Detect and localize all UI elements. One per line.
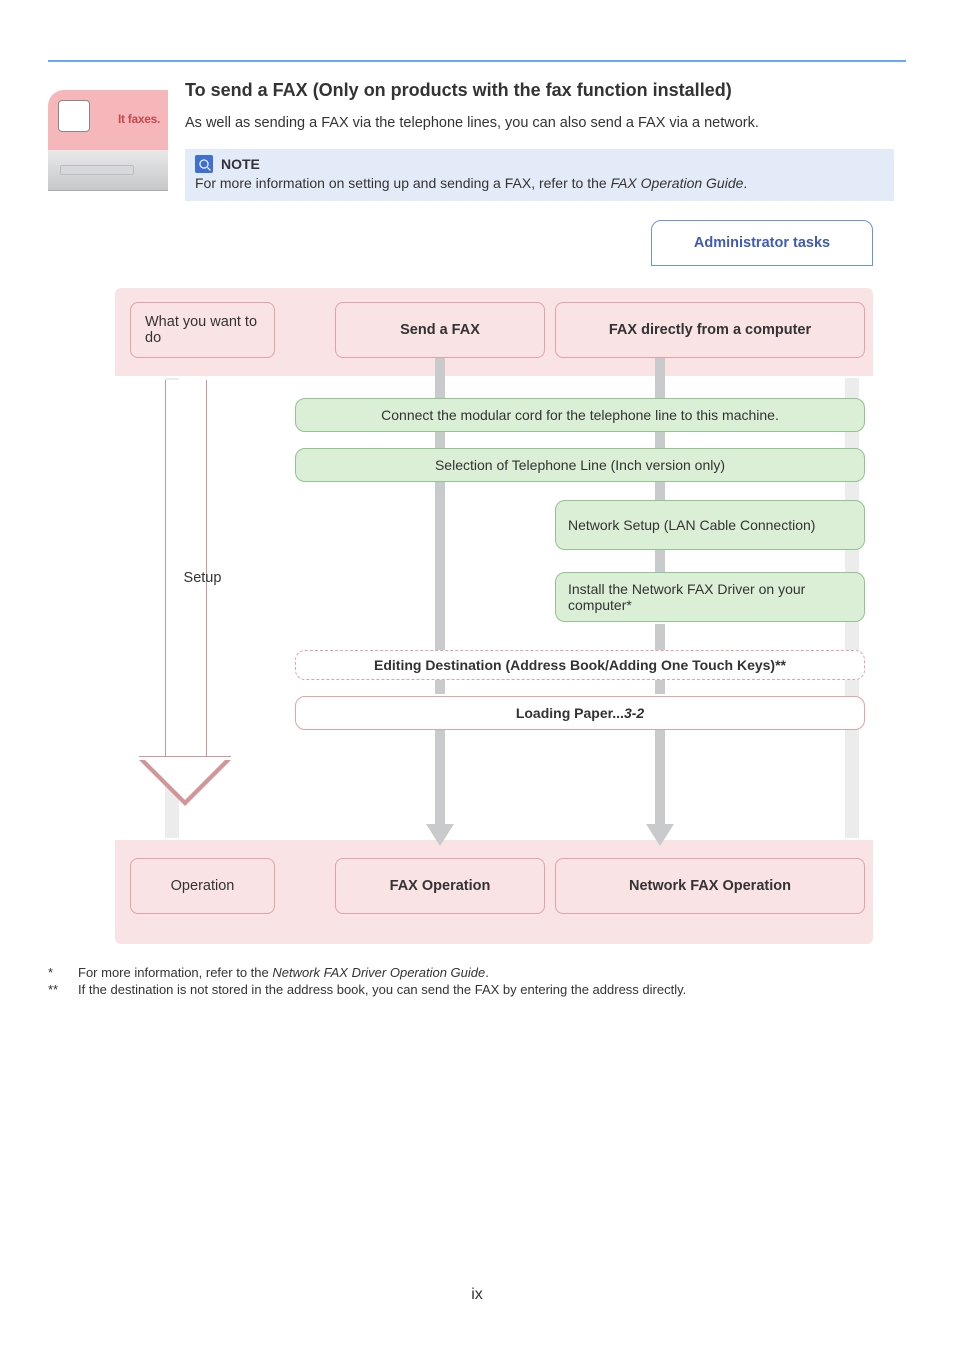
note-label: NOTE (221, 156, 260, 172)
admin-tasks-label: Administrator tasks (651, 220, 873, 266)
op-fax: FAX Operation (335, 858, 545, 914)
col-header-fax: Send a FAX (335, 302, 545, 358)
connector (435, 430, 445, 448)
step-connect-cord: Connect the modular cord for the telepho… (295, 398, 865, 432)
arrowhead (646, 824, 674, 846)
connector (655, 624, 665, 650)
page-subtitle: As well as sending a FAX via the telepho… (185, 115, 894, 131)
note-text-prefix: For more information on setting up and s… (195, 175, 611, 191)
loading-paper-ref: 3-2 (624, 705, 644, 721)
note-text: For more information on setting up and s… (195, 175, 884, 191)
page-title: To send a FAX (Only on products with the… (185, 80, 894, 101)
connector (655, 480, 665, 500)
step-select-line: Selection of Telephone Line (Inch versio… (295, 448, 865, 482)
fax-badge: It faxes. (48, 90, 168, 191)
page-number: ix (0, 1286, 954, 1304)
row-label-setup: Setup (130, 570, 275, 586)
connector (655, 430, 665, 448)
fax-icon (58, 100, 90, 132)
footnote-2-text: If the destination is not stored in the … (78, 982, 686, 997)
note-text-italic: FAX Operation Guide (611, 175, 744, 191)
step-loading-paper: Loading Paper...3-2 (295, 696, 865, 730)
col-header-netfax: FAX directly from a computer (555, 302, 865, 358)
connector (435, 358, 445, 398)
fax-badge-label: It faxes. (118, 112, 160, 126)
row-label-operation: Operation (130, 858, 275, 914)
footnote-2-marker: ** (48, 982, 64, 997)
connector (655, 550, 665, 572)
note-icon (195, 155, 213, 173)
connector (655, 358, 665, 398)
top-rule (48, 60, 906, 62)
op-netfax: Network FAX Operation (555, 858, 865, 914)
loading-paper-label: Loading Paper... (516, 705, 624, 721)
footnote-1-marker: * (48, 965, 64, 980)
footnotes: * For more information, refer to the Net… (48, 965, 894, 999)
connector (435, 730, 445, 826)
connector (435, 480, 445, 650)
step-editing-destination: Editing Destination (Address Book/Adding… (295, 650, 865, 680)
step-network-setup: Network Setup (LAN Cable Connection) (555, 500, 865, 550)
connector (655, 730, 665, 826)
step-install-driver: Install the Network FAX Driver on your c… (555, 572, 865, 622)
arrowhead (426, 824, 454, 846)
note-box: NOTE For more information on setting up … (185, 149, 894, 201)
note-text-suffix: . (743, 175, 747, 191)
footnote-1-text: For more information, refer to the Netwo… (78, 965, 489, 980)
flow-diagram: Administrator tasks What you want to do … (115, 220, 873, 950)
row-label-want: What you want to do (130, 302, 275, 358)
